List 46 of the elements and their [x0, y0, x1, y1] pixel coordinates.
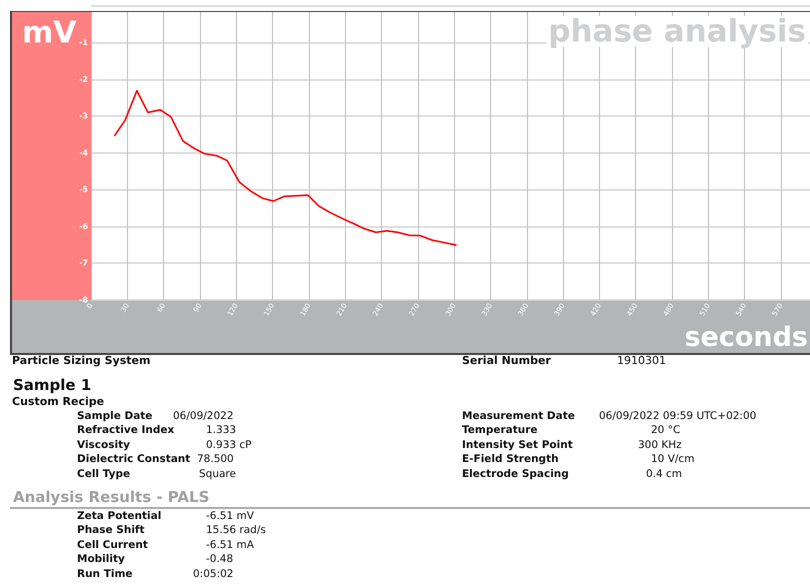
text: 1.333 [206, 423, 236, 437]
y-tick-label: -3 [79, 112, 88, 121]
y-tick-label: -2 [79, 74, 88, 84]
text: Electrode Spacing [462, 467, 569, 481]
line-series [114, 90, 458, 246]
text: Dielectric Constant [77, 452, 190, 466]
text: 06/09/2022 09:59 UTC+02:00 [599, 409, 756, 423]
y-tick-label: -6 [79, 222, 88, 231]
text: Sample Date [77, 409, 152, 423]
y-tick-label: -5 [79, 185, 88, 194]
text: Run Time [77, 567, 133, 581]
text: Temperature [462, 423, 538, 437]
text: Sample 1 [13, 376, 92, 394]
y-tick-label: -7 [79, 258, 88, 268]
text: Analysis Results - PALS [13, 488, 210, 506]
text: Particle Sizing System [12, 354, 150, 368]
text: 15.56 rad/s [206, 523, 266, 537]
text: 78.500 [197, 452, 234, 466]
text: -6.51 mV [206, 509, 254, 523]
text: 06/09/2022 [173, 409, 234, 423]
text: Cell Type [77, 467, 130, 481]
text: Phase Shift [77, 523, 145, 537]
text: 0.933 cP [206, 438, 252, 452]
text: Intensity Set Point [462, 438, 573, 452]
text: Refractive Index [77, 423, 174, 437]
text: Zeta Potential [77, 509, 162, 523]
text: Mobility [77, 552, 125, 566]
x-axis-title: seconds [684, 322, 808, 353]
text: 1910301 [617, 354, 666, 368]
text: Serial Number [462, 354, 551, 368]
text: 0.4 cm [646, 467, 682, 481]
text: 300 KHz [638, 438, 682, 452]
text: Custom Recipe [12, 395, 104, 409]
text: Square [199, 467, 236, 481]
text: E-Field Strength [462, 452, 559, 466]
y-axis-title: mV [22, 16, 78, 50]
text: Viscosity [77, 438, 130, 452]
text: 20 °C [651, 423, 680, 437]
text: Cell Current [77, 538, 148, 552]
y-tick-label: -1 [79, 38, 88, 48]
text: Measurement Date [462, 409, 575, 423]
text: 10 V/cm [651, 452, 694, 466]
y-tick-label: -4 [79, 148, 88, 158]
text: -6.51 mA [206, 538, 254, 552]
text: 0:05:02 [193, 567, 234, 581]
text: -0.48 [206, 552, 234, 566]
